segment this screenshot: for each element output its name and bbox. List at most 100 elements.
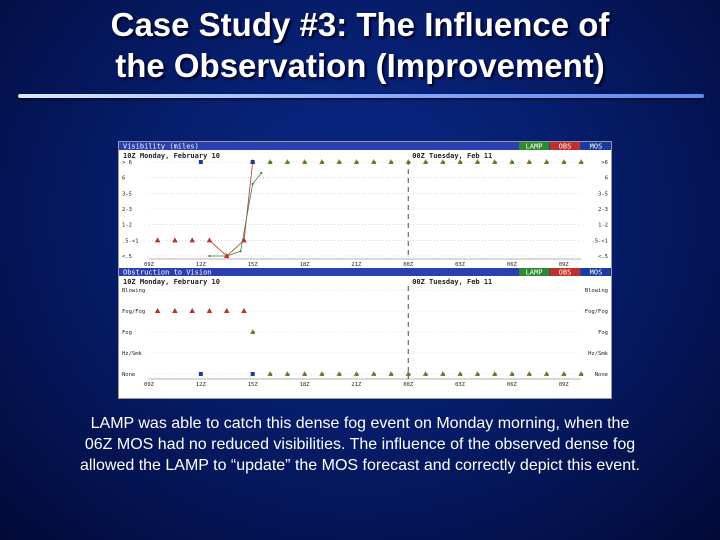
x-tick-label: 00Z — [403, 262, 414, 268]
lamp-point — [528, 373, 532, 376]
y-tick-right: None — [595, 372, 608, 378]
chart-title: Visibility (miles) — [123, 143, 199, 151]
y-tick-right: Hz/Smk — [588, 351, 609, 357]
legend-mos-box — [581, 268, 611, 276]
y-tick-right: <.5 — [598, 254, 608, 260]
day1-label: 10Z Monday, February 10 — [123, 152, 220, 160]
lamp-line — [209, 172, 262, 257]
lamp-point — [407, 373, 411, 376]
legend-mos-box — [581, 142, 611, 150]
chart-header — [119, 142, 611, 150]
y-tick-left: Fog — [122, 330, 132, 336]
obs-point — [154, 308, 161, 313]
lamp-point — [355, 373, 359, 376]
title-line-1: Case Study #3: The Influence of — [110, 6, 610, 43]
y-tick-left: > 6 — [122, 160, 132, 166]
caption-line-1: LAMP was able to catch this dense fog ev… — [90, 415, 630, 432]
obs-line — [209, 161, 254, 257]
lamp-point — [511, 373, 515, 376]
lamp-point — [390, 161, 394, 164]
y-tick-left: Blowing — [122, 288, 145, 294]
lamp-point — [476, 161, 480, 164]
day2-label: 00Z Tuesday, Feb 11 — [412, 152, 492, 160]
y-tick-right: 3-5 — [598, 191, 608, 197]
lamp-point — [269, 373, 273, 376]
mos-point — [250, 160, 255, 164]
x-tick-label: 09Z — [144, 382, 155, 388]
obs-point — [172, 308, 178, 313]
legend-obs-label: OBS — [559, 269, 572, 277]
legend-obs-box — [550, 142, 580, 150]
obs-point — [189, 308, 195, 313]
chart-title: Obstruction to Vision — [123, 269, 212, 277]
lamp-point — [459, 373, 463, 376]
lamp-point — [494, 161, 497, 164]
lamp-point — [321, 373, 324, 376]
y-tick-left: .5-<1 — [122, 238, 139, 244]
caption-line-2: 06Z MOS had no reduced visibilities. The… — [84, 436, 636, 453]
forecast-charts: Visibility (miles) LAMP OBS MOS 10Z Monday, … — [119, 142, 611, 388]
y-tick-left: 6 — [122, 176, 125, 182]
lamp-point — [442, 373, 445, 376]
lamp-point — [424, 373, 428, 376]
slide-caption: LAMP was able to catch this dense fog ev… — [20, 413, 700, 476]
lamp-point — [528, 161, 532, 164]
y-tick-left: Hz/Smk — [122, 351, 143, 357]
y-tick-right: Blowing — [585, 288, 608, 294]
lamp-point — [563, 373, 566, 376]
lamp-point — [286, 373, 290, 376]
x-tick-label: 09Z — [559, 262, 570, 268]
legend-lamp-box — [519, 268, 549, 276]
lamp-point — [563, 161, 566, 164]
lamp-point — [373, 373, 376, 376]
x-tick-label: 00Z — [403, 382, 414, 388]
lamp-line-point — [251, 182, 254, 186]
x-tick-label: 18Z — [300, 382, 311, 388]
obs-point — [223, 308, 230, 313]
lamp-point — [545, 161, 549, 164]
x-tick-label: 09Z — [144, 262, 155, 268]
y-tick-left: None — [122, 372, 135, 378]
lamp-line-point — [260, 171, 263, 175]
obs-point — [206, 308, 213, 313]
lamp-point — [580, 373, 584, 376]
obs-point — [223, 253, 230, 258]
lamp-point — [390, 373, 394, 376]
legend-mos-label: MOS — [590, 269, 603, 277]
x-tick-label: 15Z — [248, 382, 259, 388]
obs-point — [154, 237, 161, 243]
caption-line-3: allowed the LAMP to “update” the MOS for… — [80, 457, 640, 474]
obs-point — [172, 237, 178, 243]
lamp-point — [580, 161, 584, 164]
lamp-point — [476, 373, 480, 376]
mos-point — [250, 372, 255, 376]
legend-obs-label: OBS — [559, 143, 572, 151]
x-tick-label: 21Z — [351, 382, 362, 388]
lamp-point — [303, 373, 307, 376]
y-tick-right: Fog/Fog — [585, 309, 608, 315]
x-tick-label: 21Z — [351, 262, 362, 268]
x-tick-label: 12Z — [196, 382, 207, 388]
mos-point — [198, 372, 203, 376]
lamp-point — [494, 373, 497, 376]
y-tick-left: 3-5 — [122, 191, 132, 197]
lamp-point — [459, 161, 463, 164]
lamp-point — [355, 161, 359, 164]
lamp-point — [511, 161, 515, 164]
y-tick-left: 2-3 — [122, 207, 132, 213]
x-tick-label: 03Z — [455, 262, 466, 268]
y-tick-left: 1-2 — [122, 223, 132, 229]
forecast-chart-panel: Visibility (miles) LAMP OBS MOS 10Z Monday, … — [118, 141, 612, 399]
lamp-point — [545, 373, 549, 376]
x-tick-label: 06Z — [507, 382, 518, 388]
legend-lamp-label: LAMP — [526, 143, 543, 151]
lamp-point — [373, 161, 376, 164]
lamp-point — [303, 161, 307, 164]
obs-point — [206, 237, 213, 243]
legend-obs-box — [550, 268, 580, 276]
y-tick-right: 2-3 — [598, 207, 608, 213]
x-tick-label: 09Z — [559, 382, 570, 388]
lamp-point — [338, 373, 342, 376]
x-tick-label: 06Z — [507, 262, 518, 268]
lamp-point — [269, 161, 273, 164]
